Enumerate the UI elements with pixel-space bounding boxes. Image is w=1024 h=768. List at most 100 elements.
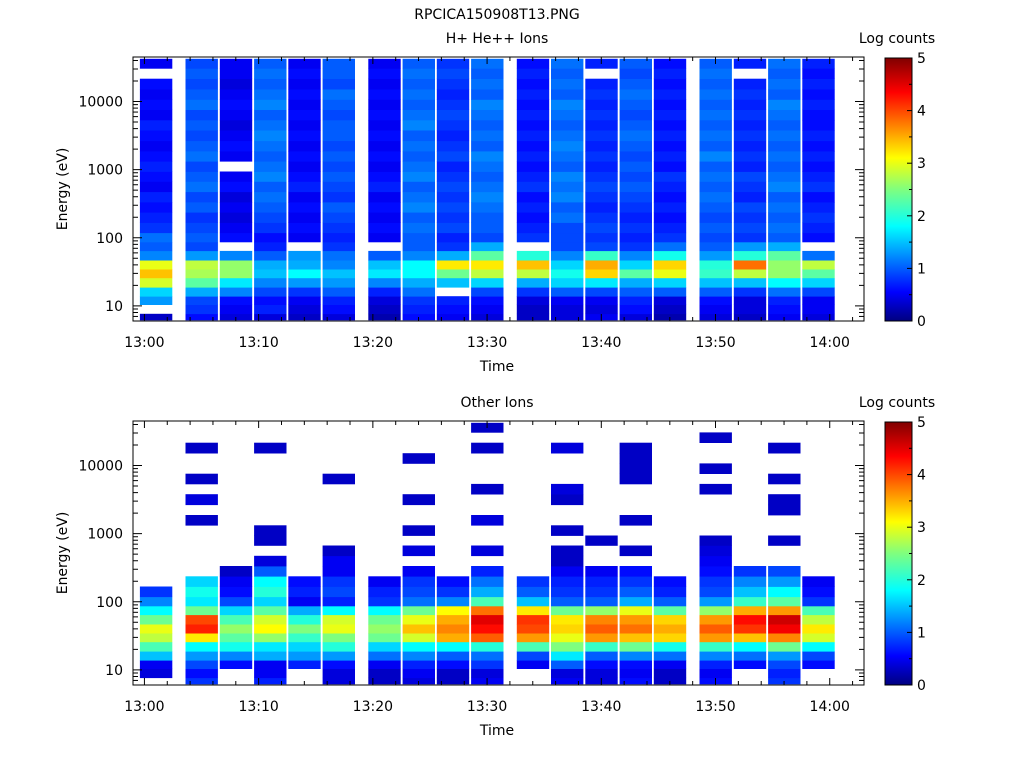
- heatmap-cell: [516, 278, 550, 288]
- heatmap-cell: [516, 222, 550, 234]
- heatmap-cell: [288, 660, 321, 669]
- y-tick-label: 1000: [87, 527, 123, 543]
- heatmap-cell: [802, 191, 835, 203]
- heatmap-cell: [436, 633, 470, 643]
- heatmap-cell: [619, 78, 652, 90]
- y-tick-label: 100: [96, 595, 123, 611]
- heatmap-cell: [653, 287, 687, 297]
- heatmap-cell: [185, 222, 218, 234]
- heatmap-cell: [471, 606, 504, 616]
- heatmap-cell: [768, 212, 801, 223]
- heatmap-cell: [699, 633, 732, 643]
- heatmap-cell: [436, 677, 470, 685]
- heatmap-cell: [733, 624, 767, 634]
- heatmap-cell: [139, 232, 173, 243]
- heatmap-cell: [471, 181, 504, 193]
- heatmap-cell: [471, 287, 504, 297]
- heatmap-cell: [322, 202, 355, 213]
- heatmap-cell: [436, 222, 470, 234]
- heatmap-cell: [733, 78, 767, 90]
- y-axis-ticks: 10 100 1000 10000: [78, 59, 864, 322]
- heatmap-cell: [219, 171, 253, 182]
- heatmap-cell: [768, 181, 801, 193]
- heatmap-cell: [699, 555, 732, 567]
- x-tick-label: 13:00: [124, 335, 164, 351]
- heatmap-cell: [653, 161, 687, 172]
- heatmap-cell: [619, 313, 652, 321]
- heatmap-cell: [219, 68, 253, 79]
- heatmap-cell: [619, 250, 652, 261]
- heatmap-cell: [254, 606, 287, 616]
- heatmap-cell: [139, 89, 173, 100]
- panel-title: H+ He++ Ions: [446, 31, 549, 47]
- heatmap-cell: [139, 260, 173, 270]
- heatmap-cell: [733, 596, 767, 607]
- heatmap-cell: [288, 232, 321, 243]
- heatmap-cell: [436, 250, 470, 261]
- heatmap-cell: [322, 260, 355, 270]
- heatmap-cell: [219, 212, 253, 223]
- heatmap-cell: [185, 232, 218, 243]
- x-tick-label: 13:40: [581, 699, 621, 715]
- heatmap-cell: [219, 566, 253, 577]
- heatmap-cell: [699, 296, 732, 305]
- heatmap-cell: [322, 130, 355, 142]
- heatmap-cell: [368, 651, 401, 661]
- colorbar-ticks: 0 1 2 3 4 5: [907, 51, 926, 330]
- heatmap-cell: [516, 250, 550, 261]
- heatmap-cell: [219, 58, 253, 69]
- heatmap-cell: [139, 296, 173, 305]
- heatmap-cell: [402, 119, 435, 131]
- heatmap-cell: [322, 624, 355, 634]
- heatmap-cell: [585, 269, 618, 279]
- heatmap-cell: [402, 633, 435, 643]
- heatmap-cell: [619, 304, 652, 315]
- heatmap-cell: [402, 596, 435, 607]
- heatmap-cell: [768, 202, 801, 213]
- x-tick-label: 13:40: [581, 335, 621, 351]
- heatmap-cell: [699, 140, 732, 152]
- heatmap-cell: [322, 596, 355, 607]
- heatmap-cell: [516, 304, 550, 315]
- y-tick-label: 100: [96, 231, 123, 247]
- heatmap-cell: [254, 161, 287, 172]
- heatmap-cell: [802, 222, 835, 234]
- heatmap-cell: [585, 109, 618, 121]
- heatmap-cell: [802, 633, 835, 643]
- heatmap-cell: [619, 99, 652, 110]
- heatmap-cell: [699, 304, 732, 315]
- heatmap-cell: [585, 89, 618, 100]
- heatmap-cell: [185, 171, 218, 182]
- heatmap-cell: [288, 119, 321, 131]
- heatmap-cell: [288, 109, 321, 121]
- heatmap-cell: [516, 181, 550, 193]
- heatmap-cell: [185, 668, 218, 679]
- heatmap-cell: [368, 119, 401, 131]
- heatmap-cell: [516, 586, 550, 598]
- heatmap-cell: [219, 260, 253, 270]
- heatmap-cell: [733, 130, 767, 142]
- heatmap-cell: [619, 545, 652, 557]
- heatmap-cell: [585, 624, 618, 634]
- heatmap-cell: [139, 269, 173, 279]
- heatmap-cell: [185, 473, 218, 485]
- heatmap-cell: [254, 614, 287, 625]
- heatmap-cell: [619, 269, 652, 279]
- heatmap-cell: [733, 89, 767, 100]
- heatmap-cell: [139, 313, 173, 321]
- heatmap-cell: [402, 68, 435, 79]
- heatmap-cell: [733, 119, 767, 131]
- heatmap-cell: [254, 287, 287, 297]
- heatmap-cell: [733, 222, 767, 234]
- heatmap-cell: [471, 483, 504, 495]
- heatmap-cell: [699, 586, 732, 598]
- heatmap-cell: [802, 651, 835, 661]
- heatmap-cell: [402, 99, 435, 110]
- heatmap-cell: [288, 222, 321, 234]
- heatmap-cell: [471, 140, 504, 152]
- heatmap-cell: [653, 202, 687, 213]
- heatmap-cell: [139, 191, 173, 203]
- heatmap-cell: [619, 463, 652, 474]
- heatmap-cell: [368, 58, 401, 69]
- heatmap-cell: [619, 566, 652, 577]
